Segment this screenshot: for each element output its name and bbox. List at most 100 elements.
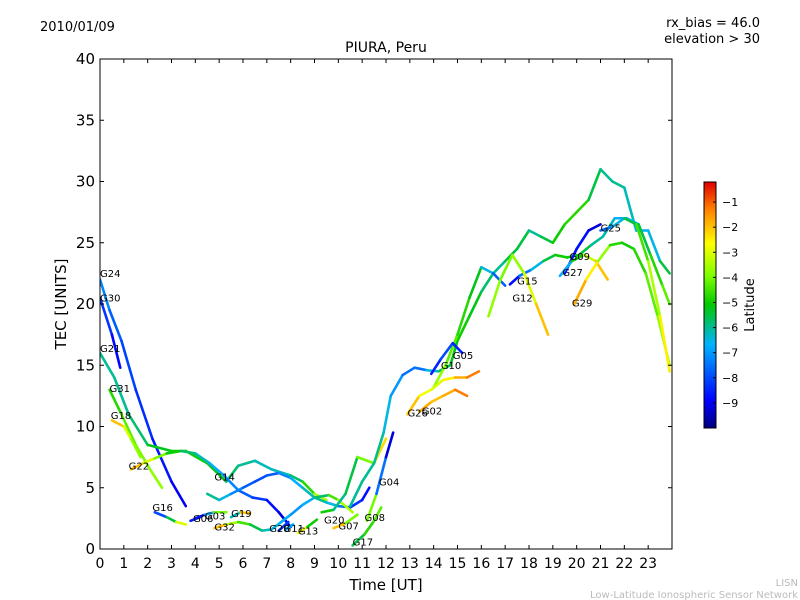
track-segment xyxy=(587,223,602,232)
x-tick-label: 16 xyxy=(472,556,490,572)
x-tick-label: 3 xyxy=(167,556,176,572)
chart-title: PIURA, Peru xyxy=(345,40,427,56)
track-segment xyxy=(108,388,123,416)
track-segment xyxy=(320,508,335,514)
track-segment xyxy=(120,412,138,447)
track-segment xyxy=(465,370,481,379)
track-segment xyxy=(153,452,169,460)
plot-series xyxy=(100,167,671,547)
series-label-g30: G30 xyxy=(100,294,120,305)
track-segment xyxy=(225,520,240,526)
series-label-g26: G26 xyxy=(407,409,427,420)
track-segment xyxy=(611,216,626,229)
series-label-g03: G03 xyxy=(205,512,225,523)
series-label-g18: G18 xyxy=(111,411,131,422)
track-segment xyxy=(179,449,197,455)
series-g05-track xyxy=(429,341,464,376)
track-segment xyxy=(572,278,588,306)
series-g07-track xyxy=(332,513,359,530)
x-tick-label: 1 xyxy=(119,556,128,572)
track-segment xyxy=(522,272,538,306)
series-g27-track xyxy=(558,253,609,281)
track-segment xyxy=(658,259,671,275)
track-segment xyxy=(251,496,269,502)
track-segment xyxy=(499,253,514,281)
x-tick-label: 22 xyxy=(615,556,633,572)
track-segment xyxy=(306,518,319,529)
x-tick-label: 2 xyxy=(143,556,152,572)
track-segment xyxy=(236,459,257,468)
x-tick-label: 14 xyxy=(425,556,443,572)
track-segment xyxy=(129,461,145,471)
colorbar-ticks: −1 −2 −3 −4 −5 −6 −7 −8 −9 xyxy=(713,196,738,410)
series-g17-track xyxy=(351,506,383,547)
track-segment xyxy=(113,376,130,416)
series-label-g22: G22 xyxy=(129,461,149,472)
colorbar-tick-label: −5 xyxy=(722,296,738,309)
track-segment xyxy=(634,223,650,263)
colorbar-label: Latitude xyxy=(743,278,758,332)
track-segment xyxy=(553,253,569,259)
track-segment xyxy=(122,425,133,441)
track-segment xyxy=(277,520,290,532)
series-g26-track xyxy=(406,370,481,416)
y-axis-ticks: 0 5 10 15 20 25 30 35 40 xyxy=(76,50,672,558)
colorbar-tick-label: −9 xyxy=(722,397,738,410)
track-segment xyxy=(382,394,393,434)
footer-org-short: LISN xyxy=(776,578,798,589)
track-segment xyxy=(480,272,495,294)
track-segment xyxy=(289,474,304,483)
track-segment xyxy=(120,339,138,392)
track-segment xyxy=(356,455,376,465)
track-segment xyxy=(348,480,364,508)
footer-org-long: Low-Latitude Ionospheric Sensor Network xyxy=(590,590,798,600)
track-segment xyxy=(456,296,471,336)
track-segment xyxy=(332,521,347,530)
y-tick-label: 40 xyxy=(76,50,95,68)
track-segment xyxy=(236,520,252,526)
x-tick-label: 10 xyxy=(329,556,347,572)
track-segment xyxy=(148,468,164,490)
series-label-g19: G19 xyxy=(231,509,251,520)
track-segment xyxy=(327,493,340,502)
track-segment xyxy=(432,363,447,389)
series-label-g10: G10 xyxy=(441,361,461,372)
series-g31-track xyxy=(108,388,164,490)
track-segment xyxy=(539,235,555,245)
x-tick-label: 23 xyxy=(639,556,657,572)
track-segment xyxy=(236,488,254,499)
track-segment xyxy=(582,253,598,263)
y-tick-label: 25 xyxy=(76,234,95,252)
track-segment xyxy=(584,259,600,281)
track-segment xyxy=(491,259,507,275)
x-tick-label: 9 xyxy=(310,556,319,572)
track-segment xyxy=(365,492,378,523)
track-segment xyxy=(468,290,483,318)
track-segment xyxy=(153,510,169,519)
track-segment xyxy=(253,474,269,483)
track-segment xyxy=(429,378,445,392)
track-segment xyxy=(301,496,316,507)
track-segment xyxy=(344,513,359,525)
track-segment xyxy=(508,274,521,286)
track-segment xyxy=(599,225,614,232)
x-tick-label: 4 xyxy=(191,556,200,572)
series-label-g28: G28 xyxy=(269,524,289,535)
track-segment xyxy=(100,278,111,312)
track-segment xyxy=(108,308,123,343)
track-segment xyxy=(594,259,609,281)
series-label-g21: G21 xyxy=(100,344,120,355)
track-segment xyxy=(301,480,316,496)
y-axis-label: TEC [UNITS] xyxy=(52,259,70,351)
track-segment xyxy=(644,272,660,318)
series-label-g24: G24 xyxy=(100,269,120,280)
track-segment xyxy=(563,210,578,226)
track-segment xyxy=(632,247,648,275)
track-segment xyxy=(646,259,662,318)
series-label-g20: G20 xyxy=(324,515,344,526)
track-segment xyxy=(194,452,211,465)
track-segment xyxy=(127,412,149,447)
x-tick-label: 8 xyxy=(286,556,295,572)
elevation-label: elevation > 30 xyxy=(664,32,760,47)
